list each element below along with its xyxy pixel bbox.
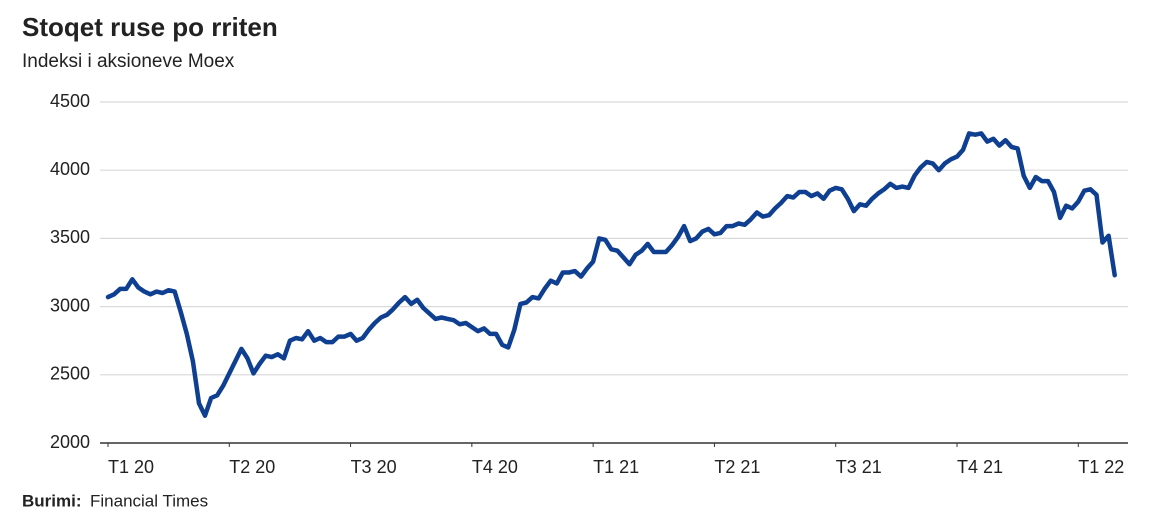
- y-tick-label: 4000: [50, 159, 90, 179]
- y-tick-label: 2000: [50, 432, 90, 452]
- y-tick-label: 3500: [50, 227, 90, 247]
- chart-subtitle: Indeksi i aksioneve Moex: [22, 51, 235, 72]
- y-tick-label: 2500: [50, 364, 90, 384]
- x-tick-label: T3 21: [836, 457, 882, 477]
- x-tick-label: T2 21: [714, 457, 760, 477]
- x-tick-label: T4 21: [957, 457, 1003, 477]
- x-tick-label: T3 20: [351, 457, 397, 477]
- x-tick-label: T4 20: [472, 457, 518, 477]
- x-tick-label: T1 20: [108, 457, 154, 477]
- data-line: [105, 131, 1117, 418]
- y-tick-label: 4500: [50, 91, 90, 111]
- chart-title: Stoqet ruse po rriten: [22, 12, 278, 42]
- x-tick-label: T1 22: [1078, 457, 1124, 477]
- x-tick-label: T2 20: [229, 457, 275, 477]
- source: Financial Times: [90, 491, 208, 510]
- y-tick-label: 3000: [50, 295, 90, 315]
- source-label: Burimi:: [22, 491, 82, 510]
- x-tick-label: T1 21: [593, 457, 639, 477]
